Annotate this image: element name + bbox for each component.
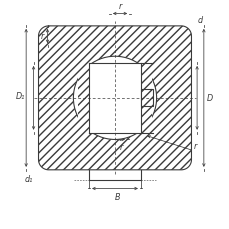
Text: r: r xyxy=(193,141,196,150)
Polygon shape xyxy=(140,64,152,133)
Text: r: r xyxy=(119,142,123,152)
Text: d: d xyxy=(197,16,202,25)
Text: r: r xyxy=(41,32,44,41)
Polygon shape xyxy=(89,64,140,133)
Polygon shape xyxy=(38,27,191,170)
Text: d₁: d₁ xyxy=(25,174,33,183)
Text: D: D xyxy=(206,94,212,103)
Text: r: r xyxy=(118,2,121,11)
Circle shape xyxy=(73,57,156,140)
Polygon shape xyxy=(140,90,153,107)
Polygon shape xyxy=(77,64,89,133)
Text: B: B xyxy=(114,192,120,201)
Text: D₁: D₁ xyxy=(16,92,25,101)
